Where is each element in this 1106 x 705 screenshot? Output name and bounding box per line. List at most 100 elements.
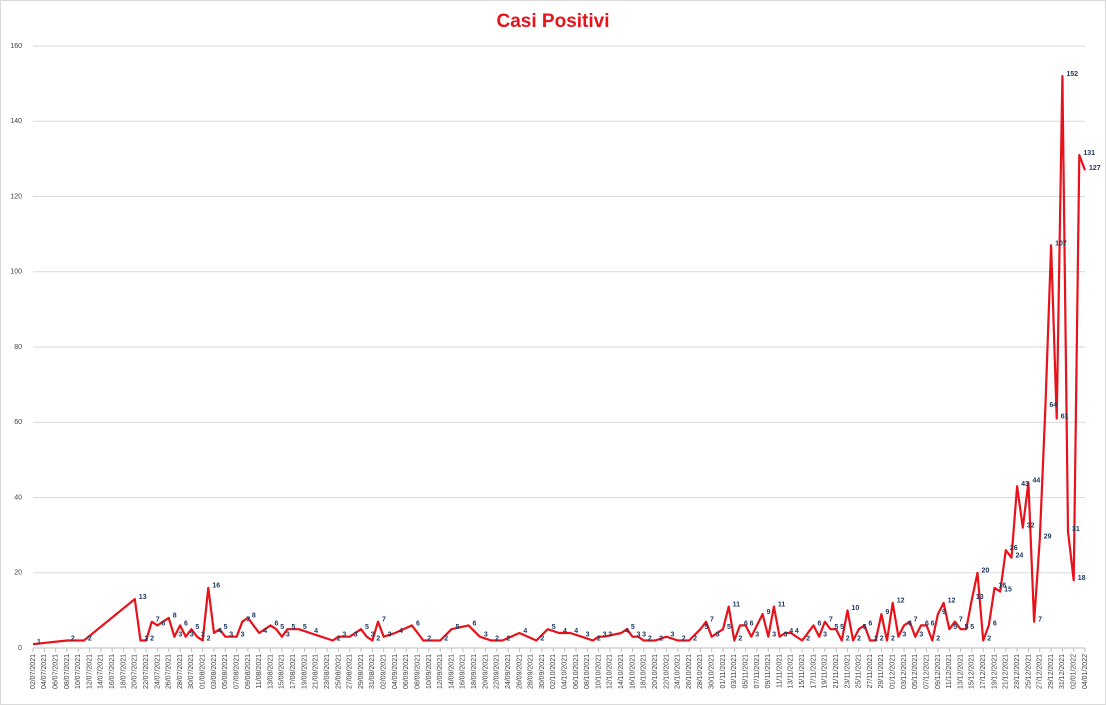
x-tick-label: 30/07/2021 [188,654,195,689]
data-label: 3 [371,632,375,639]
data-label: 6 [161,620,165,627]
x-tick-label: 24/09/2021 [505,654,512,689]
x-tick-label: 10/09/2021 [426,654,433,689]
x-tick-label: 14/09/2021 [448,654,455,689]
data-label: 5 [727,624,731,631]
data-label: 4 [523,628,527,635]
data-label: 3 [755,632,759,639]
data-label: 3 [342,632,346,639]
x-tick-label: 13/08/2021 [267,654,274,689]
data-label: 44 [1032,477,1040,484]
data-label: 7 [156,617,160,624]
chart-title: Casi Positivi [497,11,610,32]
y-tick-label: 140 [10,118,22,125]
y-tick-label: 160 [10,43,22,50]
x-tick-label: 08/07/2021 [64,654,71,689]
data-label: 3 [354,632,358,639]
data-label: 6 [818,620,822,627]
data-label: 5 [965,624,969,631]
x-tick-label: 31/12/2021 [1059,654,1066,689]
data-label: 3 [201,632,205,639]
data-label: 2 [857,635,861,642]
data-label: 2 [987,635,991,642]
x-tick-label: 18/10/2021 [641,654,648,689]
data-label: 2 [648,635,652,642]
data-label: 7 [914,617,918,624]
data-label: 6 [908,620,912,627]
data-label: 2 [88,635,92,642]
x-tick-label: 03/11/2021 [731,654,738,689]
x-tick-label: 06/09/2021 [403,654,410,689]
data-label: 6 [925,620,929,627]
data-label: 3 [716,632,720,639]
x-tick-label: 16/10/2021 [629,654,636,689]
data-label: 2 [880,635,884,642]
x-tick-label: 21/08/2021 [313,654,320,689]
x-tick-label: 03/12/2021 [901,654,908,689]
data-label: 24 [1015,553,1023,560]
x-tick-label: 23/11/2021 [844,654,851,689]
x-tick-label: 11/08/2021 [256,654,263,689]
data-label: 3 [603,632,607,639]
data-label: 43 [1021,481,1029,488]
x-tick-label: 20/09/2021 [482,654,489,689]
data-label: 2 [71,635,75,642]
x-tick-label: 27/12/2021 [1037,654,1044,689]
data-label: 12 [897,598,905,605]
x-tick-label: 03/08/2021 [211,654,218,689]
data-label: 2 [427,635,431,642]
data-label: 2 [806,635,810,642]
x-tick-label: 15/11/2021 [799,654,806,689]
x-tick-label: 01/12/2021 [890,654,897,689]
data-label: 2 [874,635,878,642]
x-tick-label: 14/10/2021 [618,654,625,689]
x-tick-label: 19/12/2021 [991,654,998,689]
x-tick-label: 18/09/2021 [471,654,478,689]
x-tick-label: 07/12/2021 [923,654,930,689]
data-label: 107 [1055,240,1067,247]
data-label: 7 [382,617,386,624]
data-label: 5 [863,624,867,631]
x-tick-label: 26/09/2021 [516,654,523,689]
x-tick-label: 13/11/2021 [788,654,795,689]
x-tick-label: 24/07/2021 [154,654,161,689]
x-tick-label: 26/07/2021 [166,654,173,689]
x-tick-label: 19/08/2021 [301,654,308,689]
data-label: 2 [144,635,148,642]
data-label: 5 [970,624,974,631]
x-tick-label: 05/12/2021 [912,654,919,689]
x-tick-label: 15/08/2021 [279,654,286,689]
data-label: 5 [303,624,307,631]
data-label: 2 [891,635,895,642]
data-label: 26 [1010,545,1018,552]
x-tick-label: 22/09/2021 [494,654,501,689]
x-tick-label: 15/12/2021 [969,654,976,689]
x-tick-label: 12/10/2021 [607,654,614,689]
x-tick-label: 19/11/2021 [822,654,829,689]
data-label: 2 [682,635,686,642]
x-tick-label: 04/09/2021 [392,654,399,689]
data-label: 5 [704,624,708,631]
x-tick-label: 22/10/2021 [663,654,670,689]
x-tick-label: 26/10/2021 [686,654,693,689]
x-tick-label: 22/07/2021 [143,654,150,689]
data-label: 3 [772,632,776,639]
data-label: 29 [1044,534,1052,541]
data-label: 4 [563,628,567,635]
data-label: 6 [184,620,188,627]
data-label: 6 [931,620,935,627]
x-tick-label: 17/08/2021 [290,654,297,689]
x-tick-label: 25/12/2021 [1025,654,1032,689]
data-label: 31 [1072,526,1080,533]
x-tick-label: 14/07/2021 [98,654,105,689]
x-tick-label: 09/08/2021 [245,654,252,689]
data-label: 4 [399,628,403,635]
data-label: 11 [733,601,741,608]
data-label: 3 [178,632,182,639]
data-label: 127 [1089,165,1101,172]
data-label: 13 [139,594,147,601]
data-line [32,75,1087,646]
data-label: 3 [823,632,827,639]
